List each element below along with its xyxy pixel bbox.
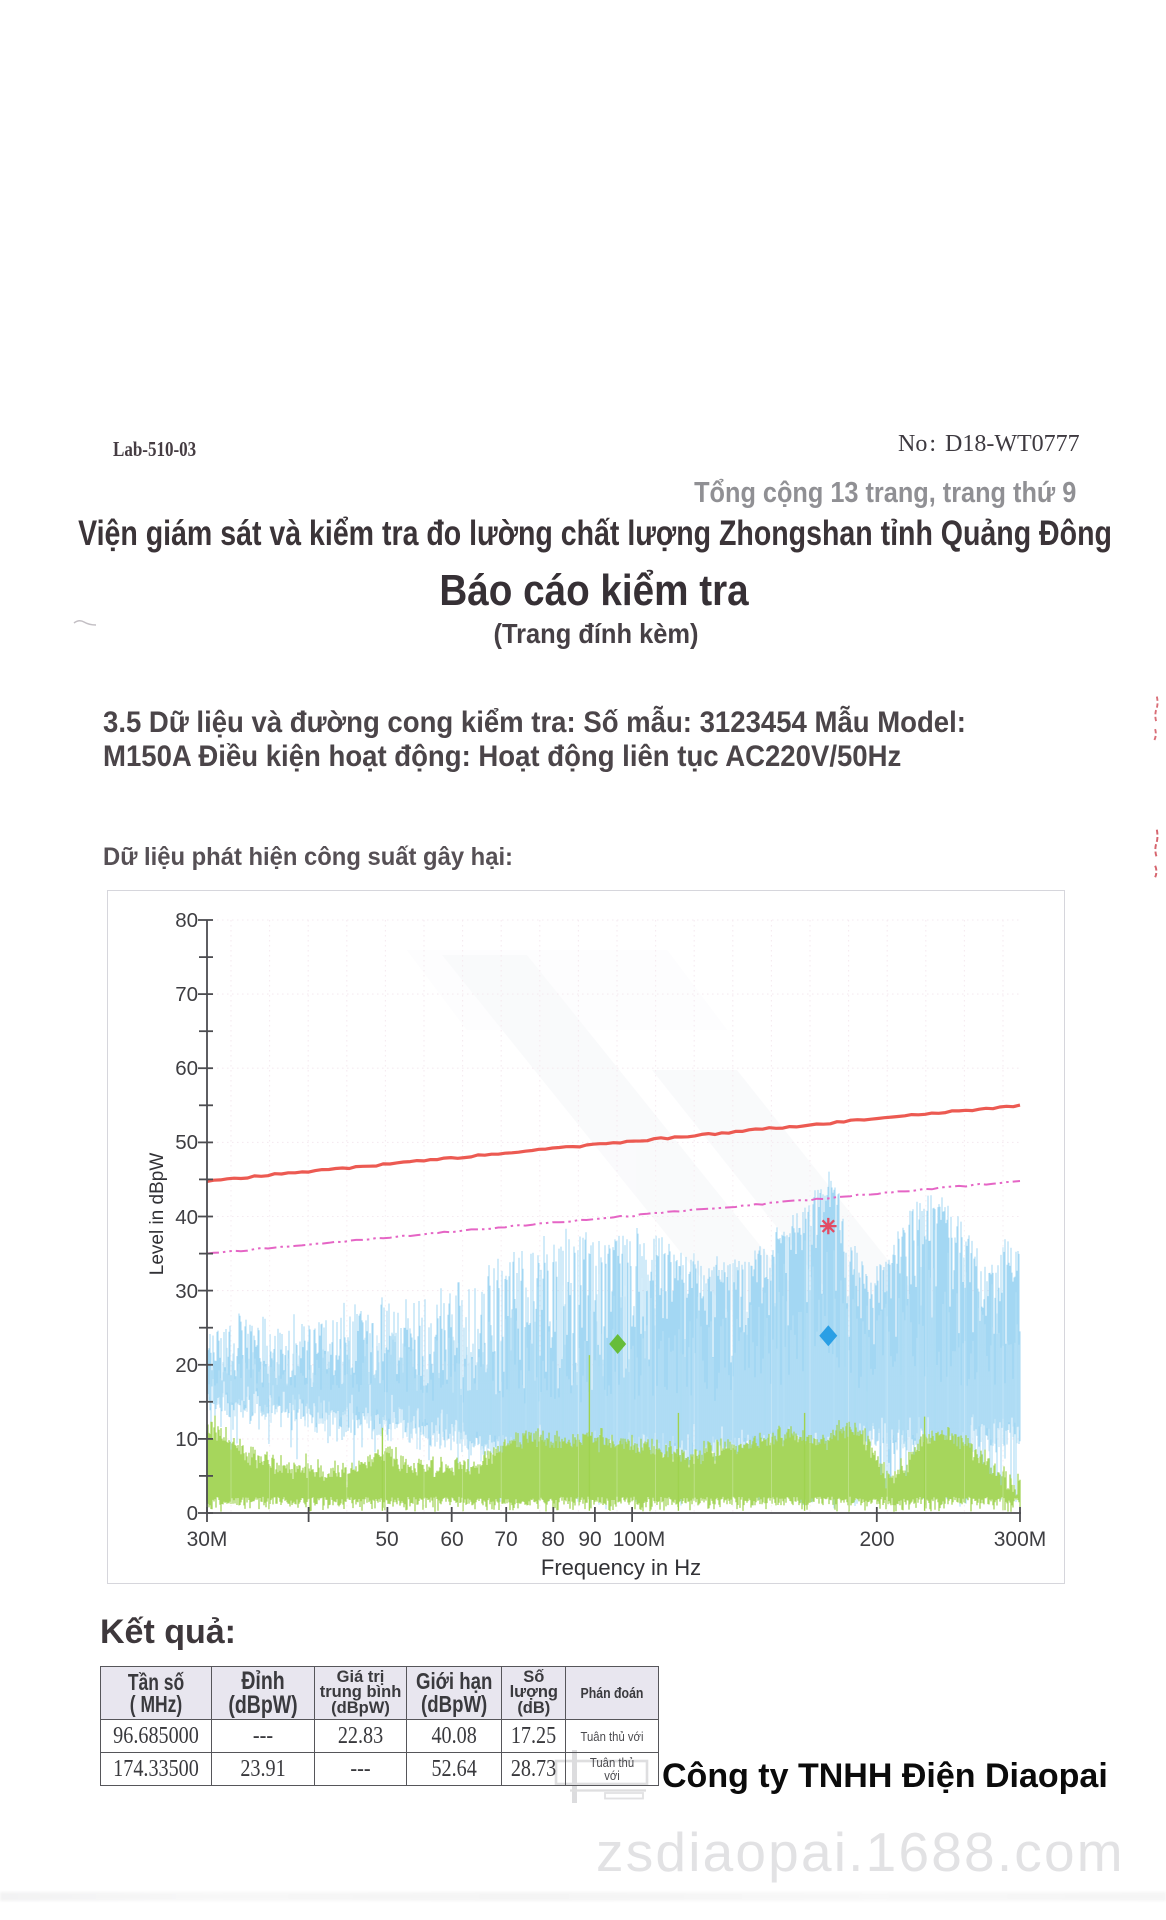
svg-text:60: 60 [440,1528,463,1551]
svg-text:30: 30 [175,1280,198,1303]
svg-text:40: 40 [175,1206,198,1229]
svg-text:80: 80 [175,909,198,932]
svg-text:30M: 30M [187,1528,228,1551]
svg-text:Frequency in Hz: Frequency in Hz [541,1555,701,1580]
svg-text:0: 0 [187,1502,198,1525]
svg-text:50: 50 [175,1131,198,1154]
svg-text:200: 200 [859,1528,894,1551]
svg-text:70: 70 [494,1528,517,1551]
svg-text:80: 80 [541,1528,564,1551]
svg-text:50: 50 [375,1528,398,1551]
svg-text:70: 70 [175,983,198,1006]
svg-text:90: 90 [578,1528,601,1551]
svg-text:Level in dBpW: Level in dBpW [147,1153,168,1276]
svg-text:20: 20 [175,1354,198,1377]
svg-text:100M: 100M [613,1528,666,1551]
svg-text:10: 10 [175,1428,198,1451]
svg-text:300M: 300M [994,1528,1047,1551]
svg-text:60: 60 [175,1057,198,1080]
